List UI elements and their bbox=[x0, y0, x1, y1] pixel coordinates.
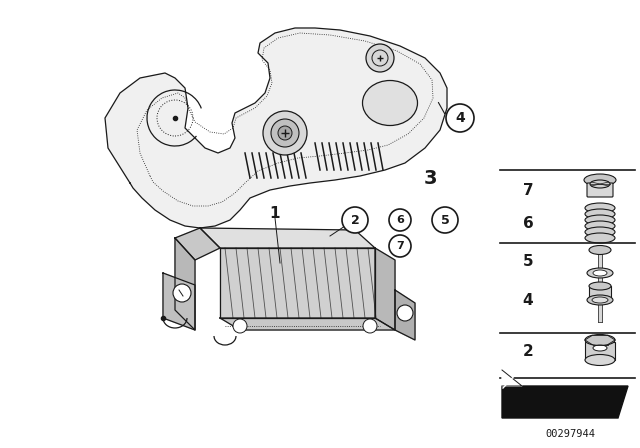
Polygon shape bbox=[220, 248, 375, 318]
Circle shape bbox=[271, 119, 299, 147]
Text: 00297944: 00297944 bbox=[545, 429, 595, 439]
Ellipse shape bbox=[593, 270, 607, 276]
Ellipse shape bbox=[585, 209, 615, 219]
Ellipse shape bbox=[585, 227, 615, 237]
Ellipse shape bbox=[585, 221, 615, 231]
Ellipse shape bbox=[585, 335, 615, 345]
Polygon shape bbox=[395, 290, 415, 340]
Ellipse shape bbox=[585, 215, 615, 225]
Circle shape bbox=[263, 111, 307, 155]
Text: 1: 1 bbox=[269, 206, 280, 220]
Circle shape bbox=[342, 207, 368, 233]
Polygon shape bbox=[375, 248, 395, 330]
Ellipse shape bbox=[590, 180, 610, 188]
Circle shape bbox=[233, 319, 247, 333]
Polygon shape bbox=[163, 273, 195, 330]
Text: 5: 5 bbox=[440, 214, 449, 227]
Text: 7: 7 bbox=[396, 241, 404, 251]
Text: 4: 4 bbox=[523, 293, 533, 307]
Text: 6: 6 bbox=[396, 215, 404, 225]
Ellipse shape bbox=[589, 282, 611, 290]
Polygon shape bbox=[175, 238, 195, 330]
Ellipse shape bbox=[587, 295, 613, 305]
Text: 4: 4 bbox=[455, 111, 465, 125]
Polygon shape bbox=[105, 28, 447, 228]
Circle shape bbox=[389, 235, 411, 257]
FancyBboxPatch shape bbox=[587, 183, 613, 197]
Bar bbox=[589, 286, 611, 298]
Circle shape bbox=[173, 284, 191, 302]
Circle shape bbox=[432, 207, 458, 233]
Circle shape bbox=[389, 209, 411, 231]
Ellipse shape bbox=[584, 174, 616, 186]
Text: 2: 2 bbox=[351, 214, 360, 227]
Ellipse shape bbox=[592, 297, 608, 303]
Bar bbox=[585, 342, 615, 360]
Circle shape bbox=[446, 104, 474, 132]
Ellipse shape bbox=[587, 268, 613, 278]
Ellipse shape bbox=[585, 203, 615, 213]
Ellipse shape bbox=[362, 81, 417, 125]
Polygon shape bbox=[502, 370, 522, 386]
Polygon shape bbox=[220, 318, 395, 330]
Text: 2: 2 bbox=[523, 344, 533, 358]
Circle shape bbox=[366, 44, 394, 72]
Ellipse shape bbox=[585, 233, 615, 243]
Text: 3: 3 bbox=[423, 168, 436, 188]
Text: 6: 6 bbox=[523, 215, 533, 231]
Ellipse shape bbox=[593, 345, 607, 351]
Ellipse shape bbox=[585, 354, 615, 366]
Polygon shape bbox=[175, 228, 220, 260]
Text: 5: 5 bbox=[523, 254, 533, 268]
Text: 7: 7 bbox=[523, 182, 533, 198]
Ellipse shape bbox=[589, 246, 611, 254]
Circle shape bbox=[397, 305, 413, 321]
Polygon shape bbox=[200, 228, 375, 248]
Circle shape bbox=[278, 126, 292, 140]
Circle shape bbox=[363, 319, 377, 333]
Polygon shape bbox=[502, 386, 628, 418]
